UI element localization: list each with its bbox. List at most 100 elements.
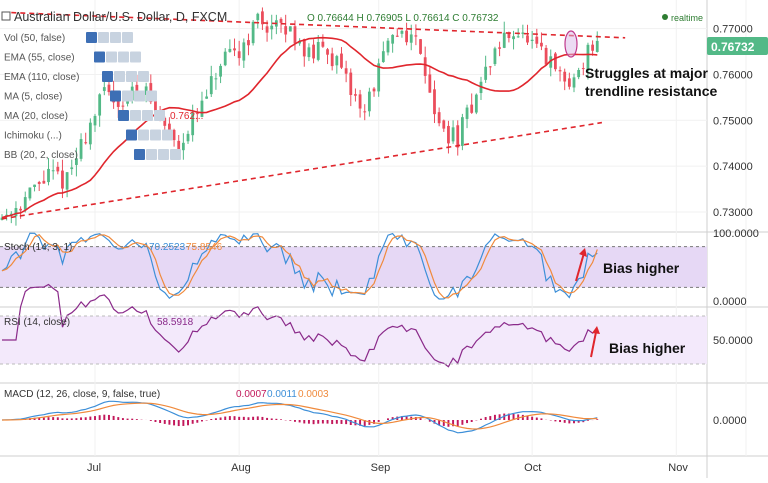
time-tick-label: Aug — [231, 462, 251, 474]
candle-body — [540, 42, 543, 47]
ma20-path — [1, 36, 598, 219]
indicator-label-ema55: EMA (55, close) — [4, 53, 75, 64]
candle-body — [354, 94, 357, 96]
candle-body — [391, 34, 395, 44]
candle-body — [502, 32, 506, 48]
candle-body — [98, 94, 102, 116]
candle-body — [205, 96, 209, 99]
candle-body — [595, 40, 599, 52]
candle-body — [191, 112, 195, 136]
candle-body — [265, 26, 269, 33]
indicator-plus-icon[interactable] — [158, 149, 169, 160]
rsi-annotation: Bias higher — [609, 340, 686, 356]
candle-body — [219, 65, 222, 77]
indicator-gear-icon[interactable] — [122, 90, 133, 102]
indicator-close-icon[interactable] — [154, 110, 165, 121]
candle-body — [358, 94, 362, 109]
indicator-eye-icon[interactable] — [118, 110, 129, 121]
candle-body — [372, 88, 376, 92]
candlestick-series — [0, 7, 599, 226]
candle-body — [79, 139, 83, 159]
candle-body — [9, 213, 13, 215]
indicator-gear-icon[interactable] — [138, 129, 149, 141]
indicator-plus-icon[interactable] — [118, 51, 129, 63]
trendlines — [1, 11, 626, 220]
candle-body — [507, 33, 511, 39]
realtime-dot-icon — [662, 14, 668, 20]
candle-body — [93, 115, 97, 126]
stoch-panel: Stoch (14, 3, 1) 70.2523 75.8546 Bias hi… — [0, 228, 759, 308]
candle-body — [163, 117, 167, 126]
candle-body — [19, 208, 22, 211]
highlight-ellipse — [564, 30, 578, 58]
candle-body — [279, 18, 283, 23]
stoch-arrowhead-icon — [579, 248, 587, 257]
indicator-close-icon[interactable] — [138, 71, 149, 82]
chart-header: Australian Dollar/U.S. Dollar, D, FXCM O… — [1, 10, 703, 161]
indicator-close-icon[interactable] — [122, 32, 133, 43]
candle-body — [135, 84, 139, 92]
candle-body — [442, 120, 446, 129]
candle-body — [460, 117, 464, 146]
candle-body — [107, 84, 111, 93]
candle-body — [493, 48, 497, 65]
indicator-gear-icon[interactable] — [114, 71, 125, 82]
candle-body — [335, 56, 339, 66]
candle-body — [214, 78, 218, 80]
indicator-eye-icon[interactable] — [126, 129, 137, 141]
indicator-close-icon[interactable] — [146, 90, 157, 102]
indicator-eye-icon[interactable] — [134, 149, 145, 160]
candle-body — [451, 127, 455, 142]
candle-body — [409, 34, 413, 43]
support-trendline — [1, 121, 603, 220]
indicator-gear-icon[interactable] — [98, 32, 109, 43]
indicator-close-icon[interactable] — [162, 129, 173, 141]
price-tick-label: 0.76000 — [713, 69, 753, 81]
candle-body — [181, 142, 185, 151]
macd-y-ticks: 0.0000 — [713, 415, 747, 427]
indicator-eye-icon[interactable] — [110, 90, 121, 102]
indicator-eye-icon[interactable] — [102, 71, 113, 82]
indicator-plus-icon[interactable] — [142, 110, 153, 121]
candle-body — [326, 49, 329, 55]
candle-body — [363, 111, 367, 113]
indicator-value-ma20: 0.762... — [170, 111, 203, 122]
annotation-resistance-line2: trendline resistance — [585, 83, 717, 99]
candle-body — [423, 57, 427, 76]
candle-body — [465, 107, 469, 119]
candle-body — [307, 47, 311, 58]
candle-body — [381, 51, 385, 63]
stoch-band — [0, 246, 707, 288]
indicator-eye-icon[interactable] — [94, 51, 105, 63]
indicator-gear-icon[interactable] — [106, 51, 117, 63]
indicator-close-icon[interactable] — [170, 149, 181, 160]
candle-body — [302, 39, 306, 57]
collapse-box-icon[interactable] — [1, 11, 11, 21]
candle-body — [433, 89, 436, 115]
candle-body — [530, 39, 534, 42]
indicator-label-vol: Vol (50, false) — [4, 33, 65, 44]
candle-body — [512, 36, 515, 40]
candle-body — [330, 53, 334, 67]
candle-body — [572, 77, 576, 88]
realtime-label: realtime — [671, 13, 703, 23]
indicator-gear-icon[interactable] — [130, 110, 141, 121]
indicator-plus-icon[interactable] — [134, 90, 145, 102]
indicator-gear-icon[interactable] — [146, 149, 157, 160]
candle-body — [172, 129, 176, 141]
indicator-eye-icon[interactable] — [86, 32, 97, 43]
indicator-close-icon[interactable] — [130, 51, 141, 63]
candle-body — [42, 180, 46, 184]
candle-body — [526, 35, 529, 43]
candle-body — [121, 105, 125, 107]
candle-body — [242, 42, 246, 61]
candle-body — [228, 48, 232, 52]
indicator-plus-icon[interactable] — [126, 71, 137, 82]
candle-body — [61, 170, 64, 189]
indicator-plus-icon[interactable] — [110, 32, 121, 43]
time-tick-label: Oct — [524, 462, 541, 474]
indicator-plus-icon[interactable] — [150, 129, 161, 141]
candle-body — [168, 123, 171, 132]
